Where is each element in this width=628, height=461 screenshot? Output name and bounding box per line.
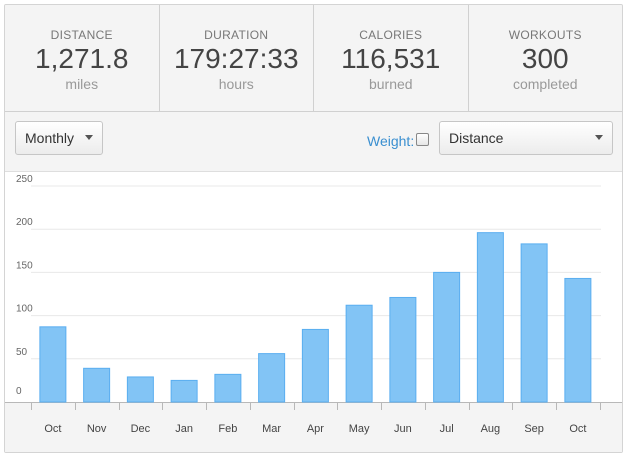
bar-chart-svg: 0 50 100 150 200 250 Oct Nov Dec Jan Feb Mar Apr May J… [5,174,622,452]
stat-label: DISTANCE [50,28,113,42]
stats-bar: DISTANCE 1,271.8 miles DURATION 179:27:3… [5,5,622,112]
bar [520,243,548,403]
y-tick-label: 150 [16,260,33,271]
stat-workouts: WORKOUTS 300 completed [469,5,623,111]
x-tick-label: Feb [218,423,237,435]
metric-select[interactable]: Distance [439,121,613,155]
stat-value: 300 [521,43,569,74]
bar [83,367,111,403]
stat-value: 1,271.8 [35,43,129,74]
x-tick-label: Aug [481,423,501,435]
y-tick-label: 0 [16,386,22,397]
period-select[interactable]: Monthly [15,121,103,155]
bar [564,277,592,403]
bar [126,376,154,403]
bar [214,373,242,403]
bar [170,379,198,403]
bar [258,353,286,403]
x-tick-label: Mar [262,423,281,435]
stat-unit: burned [368,76,413,92]
chevron-down-icon [595,135,603,140]
x-tick-label: Nov [87,423,107,435]
metric-select-value: Distance [449,130,504,146]
x-tick-label: Dec [131,423,151,435]
period-select-value: Monthly [25,130,75,146]
stat-value: 116,531 [341,43,441,74]
weight-toggle-label[interactable]: Weight: [367,133,415,149]
bar [301,328,329,403]
bar [476,232,504,403]
y-tick-label: 50 [16,347,28,358]
x-tick-label: Jun [394,423,412,435]
stat-label: DURATION [204,28,269,42]
stat-unit: hours [218,76,254,92]
stat-unit: miles [65,76,99,92]
workout-summary-widget: DISTANCE 1,271.8 miles DURATION 179:27:3… [4,4,623,453]
x-tick-label: Apr [307,423,324,435]
y-tick-label: 250 [16,174,33,185]
bar-chart: 0 50 100 150 200 250 Oct Nov Dec Jan Feb Mar Apr May J… [5,171,622,452]
stat-duration: DURATION 179:27:33 hours [160,5,314,111]
chevron-down-icon [85,135,93,140]
stat-label: CALORIES [359,28,423,42]
bar [433,271,461,403]
x-tick-label: Sep [524,423,544,435]
x-tick-label: Jul [440,423,454,435]
y-tick-label: 200 [16,217,33,228]
stat-distance: DISTANCE 1,271.8 miles [5,5,160,111]
stat-calories: CALORIES 116,531 burned [314,5,469,111]
y-tick-label: 100 [16,304,33,315]
x-tick-label: Oct [569,423,586,435]
x-tick-label: May [349,423,370,435]
stat-value: 179:27:33 [173,43,299,74]
stat-unit: completed [512,76,578,92]
x-tick-label: Oct [44,423,61,435]
stat-label: WORKOUTS [508,28,582,42]
bar [389,296,417,403]
chart-controls: Monthly Weight: Distance [5,111,622,171]
x-axis-band [5,402,622,452]
bar [345,304,373,403]
x-tick-label: Jan [175,423,193,435]
bar [39,326,67,403]
weight-checkbox[interactable] [416,133,429,146]
